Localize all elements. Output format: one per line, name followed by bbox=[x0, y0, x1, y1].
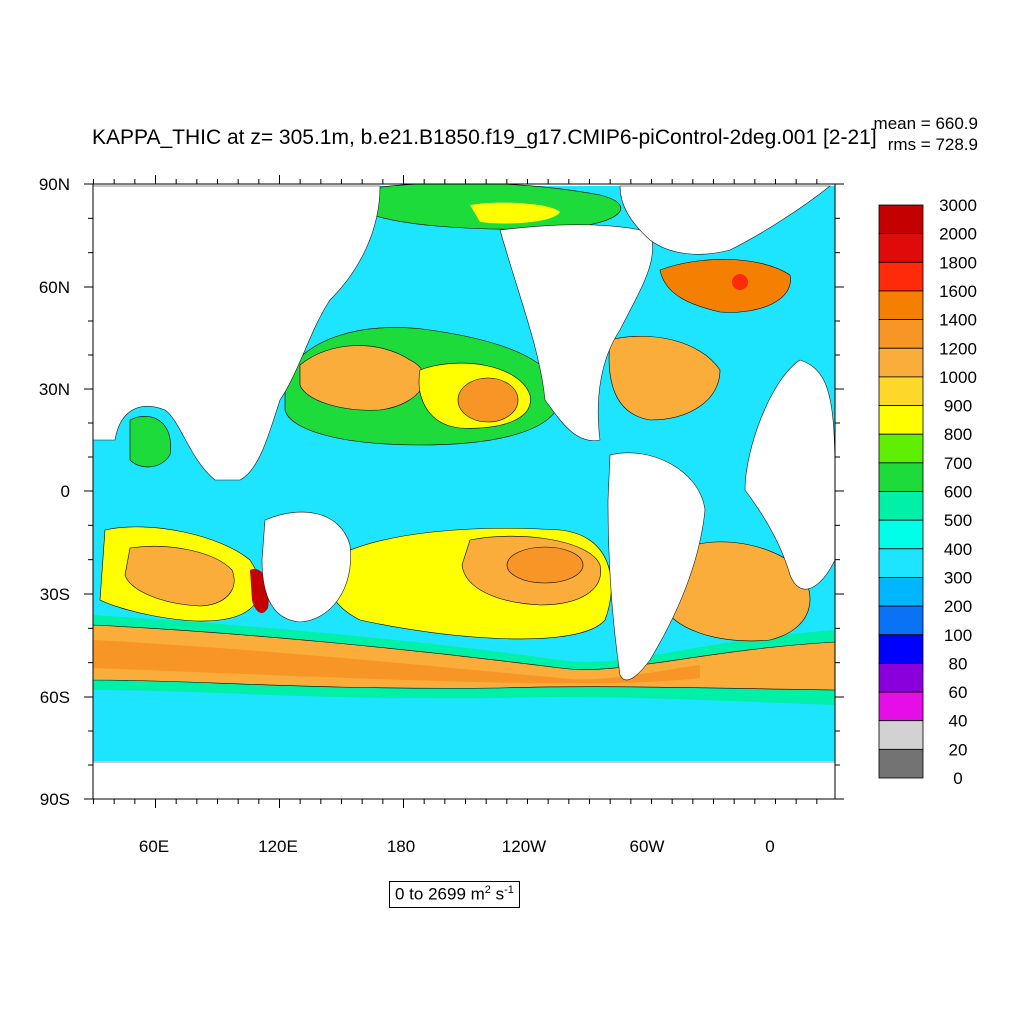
colorbar-level-label: 400 bbox=[944, 540, 972, 559]
axis-labels: 90N 60N 30N 0 30S 60S 90S 60E 120E 180 120W 60W 0 bbox=[39, 175, 775, 856]
colorbar-swatch bbox=[878, 261, 924, 292]
colorbar-level-label: 200 bbox=[944, 597, 972, 616]
land-north-america bbox=[499, 224, 653, 441]
colorbar-level-label: 600 bbox=[944, 483, 972, 502]
land-australia bbox=[261, 511, 351, 623]
range-label-text: 0 to 2699 m bbox=[395, 884, 485, 904]
field-labrador bbox=[659, 259, 791, 313]
land-south-america bbox=[607, 452, 706, 681]
range-label-exp1: 2 bbox=[484, 884, 491, 896]
lat-tick-label: 60N bbox=[39, 278, 70, 297]
colorbar-swatch bbox=[878, 233, 924, 263]
colorbar-swatch bbox=[878, 405, 924, 435]
field-arctic-core bbox=[470, 202, 560, 224]
lat-tick-label: 30S bbox=[40, 585, 70, 604]
colorbar-swatch bbox=[878, 577, 924, 607]
field-north-pacific-core bbox=[457, 377, 519, 423]
lon-tick-label: 60E bbox=[139, 837, 169, 856]
colorbar-swatch bbox=[878, 290, 924, 321]
colorbar-swatch bbox=[878, 663, 924, 693]
colorbar-level-label: 1000 bbox=[939, 368, 977, 387]
colorbar: 3000200018001600140012001000900800700600… bbox=[878, 196, 977, 788]
field-south-pacific-gyre-core bbox=[506, 546, 584, 584]
colorbar-swatch bbox=[878, 376, 924, 406]
field-indian-gyre-core bbox=[124, 545, 235, 607]
colorbar-level-label: 300 bbox=[944, 568, 972, 587]
field-south-atlantic-gyre bbox=[659, 541, 811, 642]
lon-tick-label: 180 bbox=[387, 837, 415, 856]
field-north-atlantic bbox=[608, 335, 721, 421]
lat-tick-label: 90N bbox=[39, 175, 70, 194]
colorbar-level-label: 800 bbox=[944, 425, 972, 444]
field-labrador-core bbox=[732, 274, 748, 290]
plot-title: KAPPA_THIC at z= 305.1m, b.e21.B1850.f19… bbox=[92, 126, 877, 149]
lon-tick-label: 120E bbox=[258, 837, 298, 856]
lat-tick-label: 30N bbox=[39, 380, 70, 399]
colorbar-level-label: 40 bbox=[949, 712, 968, 731]
field-acc-band-core bbox=[93, 640, 700, 684]
lon-tick-label: 120W bbox=[502, 837, 546, 856]
colorbar-level-label: 900 bbox=[944, 397, 972, 416]
land-greenland bbox=[619, 185, 831, 255]
lat-tick-label: 60S bbox=[40, 688, 70, 707]
colorbar-swatch bbox=[878, 204, 924, 235]
colorbar-swatch bbox=[878, 347, 924, 378]
colorbar-level-label: 700 bbox=[944, 454, 972, 473]
axis-ticks bbox=[84, 175, 844, 808]
colorbar-swatch bbox=[878, 433, 924, 464]
range-label-exp2: -1 bbox=[504, 884, 514, 896]
colorbar-swatch bbox=[878, 319, 924, 349]
lat-tick-label: 0 bbox=[61, 482, 70, 501]
land-africa bbox=[744, 359, 836, 590]
colorbar-swatch bbox=[878, 548, 924, 578]
mean-stat: mean = 660.9 bbox=[873, 114, 978, 133]
land-africa-eurasia bbox=[92, 185, 381, 481]
colorbar-level-label: 1600 bbox=[939, 282, 977, 301]
colorbar-level-label: 2000 bbox=[939, 225, 977, 244]
colorbar-level-label: 20 bbox=[949, 740, 968, 759]
colorbar-swatch bbox=[878, 720, 924, 750]
colorbar-swatch bbox=[878, 691, 924, 722]
colorbar-swatch bbox=[878, 462, 924, 492]
colorbar-level-label: 0 bbox=[953, 769, 962, 788]
colorbar-swatch bbox=[878, 519, 924, 550]
colorbar-level-label: 80 bbox=[949, 654, 968, 673]
rms-stat: rms = 728.9 bbox=[887, 135, 978, 154]
land bbox=[92, 185, 836, 800]
colorbar-level-label: 100 bbox=[944, 626, 972, 645]
colorbar-swatch bbox=[878, 491, 924, 521]
lat-tick-label: 90S bbox=[40, 790, 70, 809]
colorbar-level-label: 1200 bbox=[939, 339, 977, 358]
colorbar-swatch bbox=[878, 634, 924, 664]
range-label-unit2: s bbox=[490, 884, 505, 904]
colorbar-swatch bbox=[878, 748, 924, 779]
colorbar-level-label: 500 bbox=[944, 511, 972, 530]
colorbar-level-label: 1800 bbox=[939, 253, 977, 272]
colorbar-level-label: 1400 bbox=[939, 311, 977, 330]
lon-tick-label: 60W bbox=[630, 837, 665, 856]
colorbar-level-label: 60 bbox=[949, 683, 968, 702]
land-antarctica bbox=[92, 761, 836, 800]
colorbar-level-label: 3000 bbox=[939, 196, 977, 215]
field-arabian-sea bbox=[129, 416, 171, 468]
colorbar-swatch bbox=[878, 605, 924, 636]
lon-tick-label: 0 bbox=[765, 837, 774, 856]
range-label: 0 to 2699 m2 s-1 bbox=[389, 881, 520, 908]
